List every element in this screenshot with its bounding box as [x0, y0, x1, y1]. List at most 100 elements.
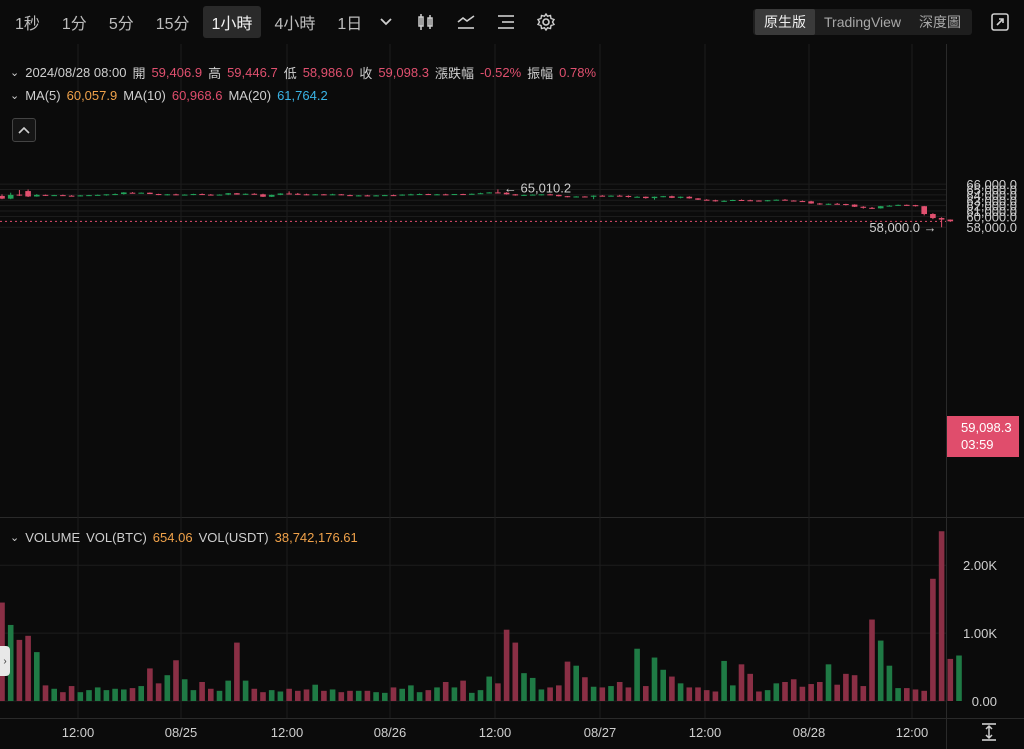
candle-body	[68, 195, 75, 197]
volume-bar	[277, 691, 284, 701]
collapse-legend-button[interactable]	[12, 118, 36, 142]
time-tick-label: 12:00	[689, 725, 722, 740]
volume-bar	[208, 688, 214, 701]
candle-body	[834, 203, 840, 205]
volume-bar	[382, 692, 388, 701]
amplitude-label: 振幅	[527, 66, 554, 81]
volume-bar	[295, 690, 301, 701]
reset-scale-icon[interactable]	[979, 722, 999, 742]
timeframe-1m[interactable]: 1分	[61, 16, 87, 33]
volume-bar	[164, 675, 171, 701]
volume-bar	[434, 687, 440, 701]
volume-bar	[625, 687, 632, 701]
candlestick-icon[interactable]	[415, 11, 437, 33]
volume-bar	[738, 664, 745, 701]
candle-body	[460, 194, 466, 196]
candle-body	[295, 193, 301, 195]
volume-bar	[216, 690, 223, 701]
volume-bar	[703, 690, 710, 701]
candle-body	[242, 193, 249, 195]
timeframe-1h[interactable]: 1小時	[202, 6, 262, 38]
candle-body	[216, 194, 223, 196]
volume-bar	[599, 687, 606, 701]
time-tick-label: 12:00	[271, 725, 304, 740]
candle-body	[669, 196, 675, 198]
candle-body	[138, 192, 144, 194]
price-tick-label: 63,000.0	[966, 193, 1017, 208]
timeframe-4h[interactable]: 4小時	[274, 16, 316, 33]
candle-body	[112, 194, 118, 196]
indicator-icon[interactable]	[455, 11, 477, 33]
high-value: 59,446.7	[227, 65, 278, 80]
volume-bar	[173, 660, 179, 701]
candle-countdown: 03:59	[961, 437, 994, 452]
timeframe-1s[interactable]: 1秒	[15, 16, 40, 33]
ma20-value: 61,764.2	[277, 88, 328, 103]
volume-bar	[947, 658, 954, 701]
ma5-value: 60,057.9	[66, 88, 118, 103]
volume-bar	[503, 629, 510, 701]
low-label: 低	[283, 66, 297, 81]
volume-bar	[521, 673, 527, 701]
timeframe-5m[interactable]: 5分	[108, 16, 134, 33]
candle-body	[121, 192, 127, 195]
chevron-down-icon[interactable]: ⌄	[10, 90, 20, 102]
candle-body	[712, 200, 719, 202]
vol-btc-label: VOL(BTC)	[86, 530, 147, 545]
candle-body	[556, 194, 562, 197]
volume-bar	[451, 687, 458, 701]
candle-body	[860, 206, 867, 208]
volume-bar	[512, 642, 519, 701]
candle-body	[921, 206, 927, 215]
chevron-down-icon[interactable]: ⌄	[10, 67, 20, 79]
view-depth[interactable]: 深度圖	[919, 14, 962, 30]
candle-body	[7, 194, 14, 199]
candle-body	[347, 195, 353, 197]
current-price: 59,098.3	[961, 420, 1012, 435]
time-tick-label: 08/25	[165, 725, 198, 740]
volume-bar	[756, 691, 762, 701]
candle-body	[164, 194, 171, 196]
volume-bar	[477, 690, 484, 701]
view-tradingview[interactable]: TradingView	[824, 14, 902, 30]
volume-bar	[930, 578, 936, 701]
volume-bar	[547, 687, 553, 701]
chevron-right-icon[interactable]: ›	[0, 646, 10, 676]
chevron-down-icon[interactable]: ⌄	[10, 532, 20, 544]
candle-body	[686, 196, 693, 199]
ma5-label: MA(5)	[25, 88, 61, 103]
fullscreen-icon[interactable]	[990, 12, 1010, 32]
candle-body	[564, 196, 571, 198]
time-tick-label: 08/27	[584, 725, 617, 740]
volume-bar	[834, 684, 840, 701]
candle-body	[721, 200, 727, 202]
volume-bar	[573, 665, 579, 701]
volume-bar	[225, 680, 231, 701]
price-tick-label: 60,000.0	[966, 209, 1017, 224]
candle-body	[503, 192, 510, 195]
volume-bar	[895, 688, 901, 701]
volume-bar	[860, 686, 867, 701]
candle-body	[373, 195, 379, 197]
volume-bar	[677, 683, 684, 701]
chevron-down-icon[interactable]	[375, 11, 397, 33]
volume-title: VOLUME	[25, 530, 81, 545]
settings-list-icon[interactable]	[495, 11, 517, 33]
timeframe-15m[interactable]: 15分	[155, 16, 190, 33]
candle-body	[129, 192, 136, 194]
candle-body	[538, 194, 545, 196]
candle-body	[303, 194, 310, 196]
candle-body	[634, 196, 640, 198]
ma20-label: MA(20)	[228, 88, 272, 103]
gear-icon[interactable]	[535, 11, 557, 33]
volume-bar	[956, 655, 962, 701]
candle-body	[930, 214, 936, 219]
timeframe-1d[interactable]: 1日	[337, 16, 363, 33]
view-native[interactable]: 原生版	[755, 9, 815, 35]
volume-bar	[634, 648, 640, 701]
candle-body	[843, 204, 849, 206]
volume-bar	[538, 689, 545, 701]
time-tick-label: 12:00	[62, 725, 95, 740]
volume-bar	[86, 690, 92, 701]
